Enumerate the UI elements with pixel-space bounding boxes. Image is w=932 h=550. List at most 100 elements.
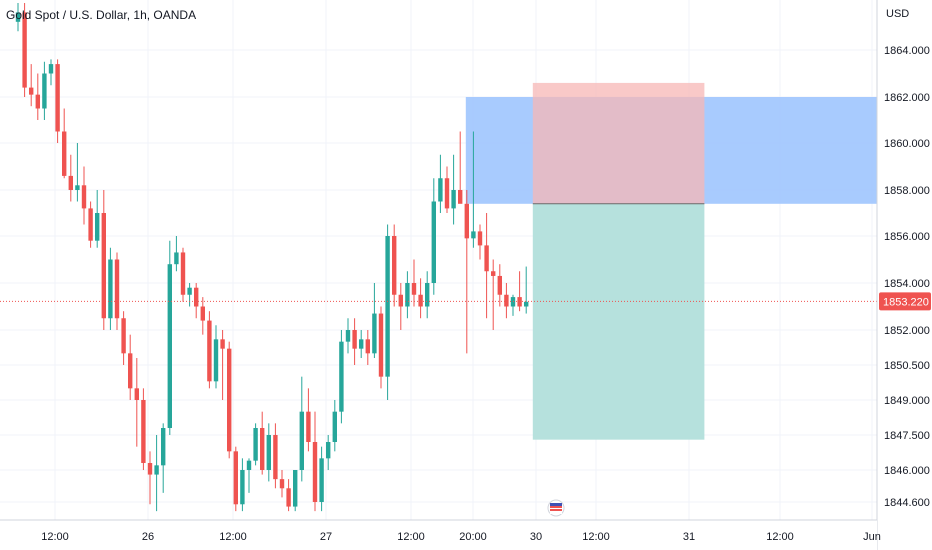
- candle-body: [273, 435, 278, 480]
- take-profit-zone[interactable]: [532, 203, 705, 440]
- candle-body: [95, 213, 100, 241]
- candle-body: [279, 479, 285, 489]
- candle-body: [161, 428, 166, 466]
- candle-body: [167, 264, 172, 428]
- candle-body: [22, 12, 27, 88]
- candle-body: [114, 259, 120, 319]
- candle-body: [431, 201, 436, 283]
- x-tick-label: 12:00: [219, 531, 247, 543]
- candle-body: [326, 442, 331, 459]
- time-axis[interactable]: 12:00 26 12:00 27 12:00 20:00 30 12:00 31 12:00 Ju…: [0, 519, 881, 550]
- price-axis-background: [877, 0, 932, 550]
- y-tick-label: 1849.000: [884, 395, 930, 407]
- candle-body: [372, 313, 377, 354]
- candle-body: [319, 458, 324, 502]
- candle-body: [128, 353, 133, 389]
- candle-body: [194, 287, 199, 307]
- last-price-tag: [879, 292, 931, 311]
- candle-body: [220, 339, 225, 349]
- candle-body: [405, 283, 410, 307]
- currency-label: USD: [886, 8, 909, 20]
- flag-stripe-red: [550, 506, 562, 508]
- candle-body: [246, 460, 252, 470]
- y-tick-label: 1856.000: [884, 231, 930, 243]
- y-tick-label: 1854.000: [884, 278, 930, 290]
- time-axis-background: [0, 520, 877, 550]
- candle-body: [352, 330, 357, 349]
- y-tick-label: 1846.000: [884, 465, 930, 477]
- candle-body: [312, 442, 318, 502]
- x-tick-label: 31: [683, 531, 695, 543]
- flag-stripe-white: [550, 512, 562, 514]
- candle-body: [15, 12, 21, 22]
- candle-body: [293, 470, 298, 507]
- x-tick-label: 30: [530, 531, 542, 543]
- candle-body: [227, 348, 232, 452]
- candle-body: [438, 178, 443, 202]
- candle-body: [299, 411, 304, 470]
- candle-body: [418, 294, 423, 307]
- candle-body: [48, 64, 54, 74]
- candle-body: [345, 330, 351, 342]
- price-axis[interactable]: USD 1844.600 1846.000 1847.500 1849.000 1850.…: [876, 0, 932, 550]
- candles: [15, 3, 529, 512]
- candle-body: [524, 301, 529, 307]
- candle-body: [425, 283, 430, 307]
- chart-title: Gold Spot / U.S. Dollar, 1h, OANDA: [6, 8, 197, 22]
- candle-body: [477, 231, 483, 246]
- candle-body: [81, 185, 87, 209]
- stop-loss-zone[interactable]: [532, 82, 705, 204]
- candle-body: [68, 175, 73, 190]
- candle-body: [306, 411, 311, 442]
- candle-body: [385, 236, 390, 377]
- candle-body: [491, 271, 496, 276]
- candle-body: [174, 252, 179, 265]
- flag-stripe-blue: [550, 503, 562, 506]
- candle-body: [471, 231, 476, 239]
- candle-body: [108, 259, 113, 319]
- candle-body: [266, 435, 271, 470]
- candle-body: [411, 283, 417, 295]
- candle-body: [464, 203, 469, 239]
- us-flag-event-icon[interactable]: [547, 499, 565, 517]
- x-tick-label: 12:00: [582, 531, 610, 543]
- candle-body: [484, 245, 489, 272]
- position-zones[interactable]: [465, 82, 877, 440]
- candle-body: [240, 470, 245, 505]
- x-tick-label: 26: [142, 531, 154, 543]
- candle-body: [147, 463, 153, 475]
- candle-body: [286, 488, 291, 507]
- candle-body: [332, 411, 337, 442]
- y-tick-label: 1860.000: [884, 138, 930, 150]
- candle-body: [141, 400, 146, 463]
- candle-body: [121, 318, 126, 354]
- y-tick-label: 1852.000: [884, 325, 930, 337]
- y-tick-label: 1858.000: [884, 185, 930, 197]
- y-tick-label: 1847.500: [884, 430, 930, 442]
- candle-body: [359, 339, 364, 349]
- y-tick-label: 1844.600: [884, 497, 930, 509]
- candle-body: [378, 313, 384, 377]
- candle-body: [504, 294, 509, 307]
- candle-body: [62, 131, 67, 176]
- flag-stripe-red: [550, 509, 562, 511]
- candle-body: [213, 339, 219, 382]
- candle-body: [55, 64, 60, 132]
- x-tick-label: 12:00: [397, 531, 425, 543]
- candle-body: [458, 190, 463, 204]
- candle-body: [339, 341, 344, 412]
- overlays: [0, 300, 877, 517]
- x-tick-label: 12:00: [766, 531, 794, 543]
- candle-body: [260, 428, 265, 470]
- candle-body: [42, 73, 47, 109]
- candle-body: [200, 306, 205, 321]
- x-tick-label: 27: [320, 531, 332, 543]
- candle-body: [134, 388, 139, 400]
- y-tick-label: 1850.500: [884, 360, 930, 372]
- last-price-label: 1853.220: [883, 296, 929, 308]
- candle-body: [444, 178, 450, 209]
- x-tick-label: Jun: [863, 531, 881, 543]
- candle-body: [180, 252, 186, 295]
- candle-body: [29, 87, 34, 95]
